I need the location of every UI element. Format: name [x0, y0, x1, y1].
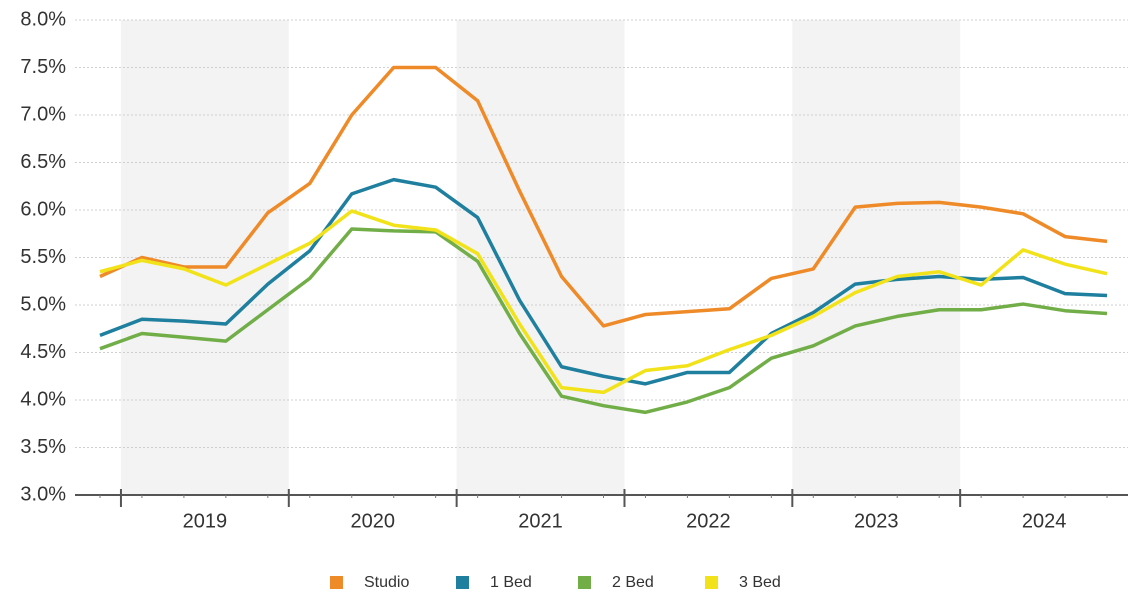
series-line	[99, 209, 1108, 395]
legend-label: 1 Bed	[490, 574, 532, 591]
legend-label: 3 Bed	[739, 574, 781, 591]
x-group-label: 2021	[518, 510, 563, 532]
y-tick-label: 8.0%	[20, 8, 66, 30]
y-tick-label: 7.5%	[20, 56, 66, 78]
legend-swatch	[456, 576, 469, 589]
y-tick-label: 4.5%	[20, 341, 66, 363]
series-line	[99, 65, 1108, 328]
y-tick-label: 3.0%	[20, 483, 66, 505]
x-group-label: 2019	[183, 510, 228, 532]
x-group-label: 2022	[686, 510, 731, 532]
legend-swatch	[578, 576, 591, 589]
legend-label: 2 Bed	[612, 574, 654, 591]
legend-label: Studio	[364, 574, 409, 591]
y-tick-label: 4.0%	[20, 388, 66, 410]
series-line	[99, 227, 1108, 415]
series-line	[99, 177, 1108, 386]
x-group-label: 2023	[854, 510, 899, 532]
y-tick-label: 6.0%	[20, 198, 66, 220]
y-tick-label: 6.5%	[20, 151, 66, 173]
x-group-label: 2020	[350, 510, 395, 532]
legend-swatch	[330, 576, 343, 589]
y-tick-label: 5.5%	[20, 246, 66, 268]
y-tick-label: 5.0%	[20, 293, 66, 315]
y-tick-label: 3.5%	[20, 436, 66, 458]
x-group-label: 2024	[1022, 510, 1067, 532]
y-tick-label: 7.0%	[20, 103, 66, 125]
legend-swatch	[705, 576, 718, 589]
